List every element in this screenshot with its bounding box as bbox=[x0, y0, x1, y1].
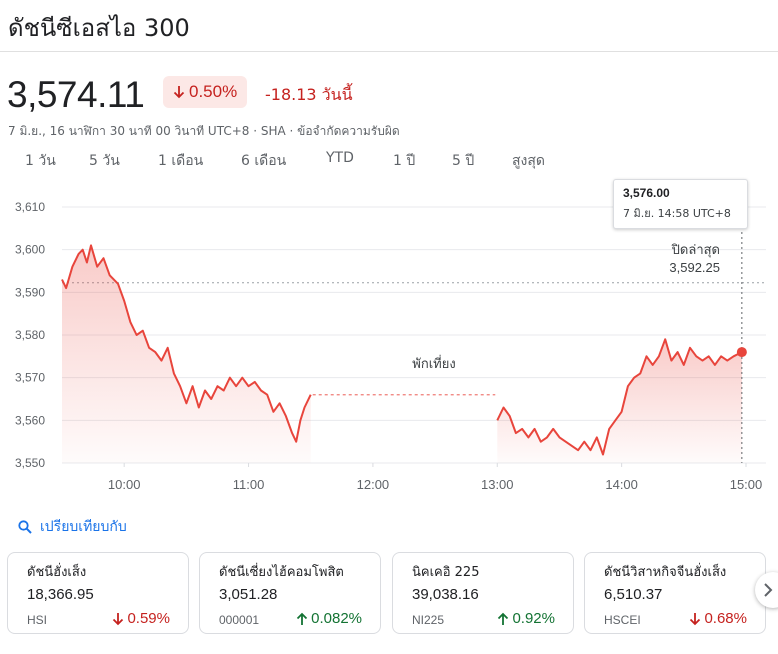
change-absolute: -18.13 วันนี้ bbox=[265, 85, 353, 104]
y-tick-label: 3,560 bbox=[15, 413, 45, 427]
card-change-value: 0.68% bbox=[704, 610, 747, 627]
chevron-right-icon bbox=[764, 583, 773, 597]
arrow-down-icon bbox=[113, 612, 124, 625]
card-change: 0.59% bbox=[112, 610, 170, 627]
card-change-value: 0.082% bbox=[311, 610, 362, 627]
card-value: 3,051.28 bbox=[219, 586, 278, 603]
card-value: 39,038.16 bbox=[412, 586, 479, 603]
tab-max[interactable]: สูงสุด bbox=[512, 153, 546, 169]
current-price: 3,574.11 bbox=[7, 74, 145, 115]
price-chart[interactable]: 3,610 3,600 3,590 3,580 3,570 3,560 3,550 10:00… bbox=[0, 178, 778, 498]
y-tick-label: 3,610 bbox=[15, 200, 45, 214]
tooltip-value: 3,576.00 bbox=[623, 186, 670, 200]
x-tick-label: 11:00 bbox=[233, 477, 265, 492]
change-percent-value: 0.50% bbox=[189, 82, 238, 101]
card-symbol: 000001 bbox=[219, 613, 260, 627]
arrow-up-icon bbox=[296, 612, 308, 625]
card-value: 18,366.95 bbox=[27, 586, 94, 603]
tooltip-time: 7 มิ.ย. 14:58 UTC+8 bbox=[623, 207, 731, 220]
range-tabs: 1 วัน 5 วัน 1 เดือน 6 เดือน YTD 1 ปี 5 ป… bbox=[0, 150, 778, 178]
x-tick-label: 13:00 bbox=[481, 477, 514, 492]
lunch-break-label: พักเที่ยง bbox=[412, 355, 455, 372]
hover-point bbox=[736, 347, 747, 358]
arrow-up-icon bbox=[498, 612, 509, 625]
card-symbol: HSCEI bbox=[604, 613, 641, 627]
price-chart-svg[interactable]: 3,610 3,600 3,590 3,580 3,570 3,560 3,550 10:00… bbox=[0, 178, 778, 498]
next-cards-button[interactable] bbox=[755, 572, 778, 608]
search-icon bbox=[18, 520, 32, 534]
tab-1m[interactable]: 1 เดือน bbox=[158, 153, 204, 169]
y-tick-label: 3,590 bbox=[15, 285, 45, 299]
arrow-down-icon bbox=[690, 612, 701, 625]
y-tick-label: 3,600 bbox=[15, 243, 45, 257]
afternoon-series-area bbox=[497, 339, 742, 463]
tab-ytd[interactable]: YTD bbox=[326, 150, 354, 166]
tab-6m[interactable]: 6 เดือน bbox=[241, 153, 287, 169]
card-name: ดัชนีฮั่งเส็ง bbox=[27, 565, 87, 580]
tab-1d[interactable]: 1 วัน bbox=[25, 153, 56, 169]
change-percent-badge: 0.50% bbox=[163, 76, 248, 108]
afternoon-series-line bbox=[496, 338, 743, 456]
y-tick-label: 3,550 bbox=[15, 456, 45, 470]
card-symbol: HSI bbox=[27, 613, 48, 627]
card-value: 6,510.37 bbox=[604, 586, 663, 603]
card-hscei[interactable]: ดัชนีวิสาหกิจจีนฮั่งเส็ง 6,510.37 HSCEI … bbox=[584, 552, 766, 634]
y-tick-label: 3,580 bbox=[15, 328, 45, 342]
card-shanghai-composite[interactable]: ดัชนีเซี่ยงไฮ้คอมโพสิต 3,051.28 000001 0… bbox=[199, 552, 381, 634]
card-change-value: 0.92% bbox=[512, 610, 555, 627]
previous-close-label: ปิดล่าสุด bbox=[671, 243, 720, 258]
tab-5d[interactable]: 5 วัน bbox=[89, 153, 120, 169]
header-divider bbox=[0, 51, 778, 52]
x-tick-label: 15:00 bbox=[730, 477, 763, 492]
chart-tooltip: 3,576.00 7 มิ.ย. 14:58 UTC+8 bbox=[613, 179, 748, 229]
card-symbol: NI225 bbox=[412, 613, 445, 627]
morning-series-line bbox=[61, 244, 312, 443]
card-nikkei-225[interactable]: นิคเคอิ 225 39,038.16 NI225 0.92% bbox=[392, 552, 574, 634]
card-change-value: 0.59% bbox=[127, 610, 170, 627]
x-tick-label: 12:00 bbox=[357, 477, 390, 492]
morning-series-area bbox=[62, 245, 311, 463]
x-tick-label: 10:00 bbox=[108, 477, 141, 492]
quote-meta: 7 มิ.ย., 16 นาฬิกา 30 นาที 00 วินาที UTC… bbox=[8, 124, 400, 138]
y-tick-label: 3,570 bbox=[15, 371, 45, 385]
tab-1y[interactable]: 1 ปี bbox=[393, 153, 416, 169]
card-change: 0.92% bbox=[497, 610, 555, 627]
compare-link[interactable]: เปรียบเทียบกับ bbox=[18, 516, 127, 538]
x-tick-label: 14:00 bbox=[605, 477, 638, 492]
compare-label: เปรียบเทียบกับ bbox=[40, 519, 127, 535]
card-name: ดัชนีเซี่ยงไฮ้คอมโพสิต bbox=[219, 565, 344, 580]
card-change: 0.68% bbox=[689, 610, 747, 627]
card-name: ดัชนีวิสาหกิจจีนฮั่งเส็ง bbox=[604, 565, 727, 580]
page-title: ดัชนีซีเอสไอ 300 bbox=[8, 14, 190, 42]
card-hsi[interactable]: ดัชนีฮั่งเส็ง 18,366.95 HSI 0.59% bbox=[7, 552, 189, 634]
card-change: 0.082% bbox=[296, 610, 362, 627]
tab-5y[interactable]: 5 ปี bbox=[452, 153, 475, 169]
arrow-down-icon bbox=[173, 86, 185, 99]
card-name: นิคเคอิ 225 bbox=[412, 565, 480, 580]
previous-close-value: 3,592.25 bbox=[669, 260, 720, 275]
